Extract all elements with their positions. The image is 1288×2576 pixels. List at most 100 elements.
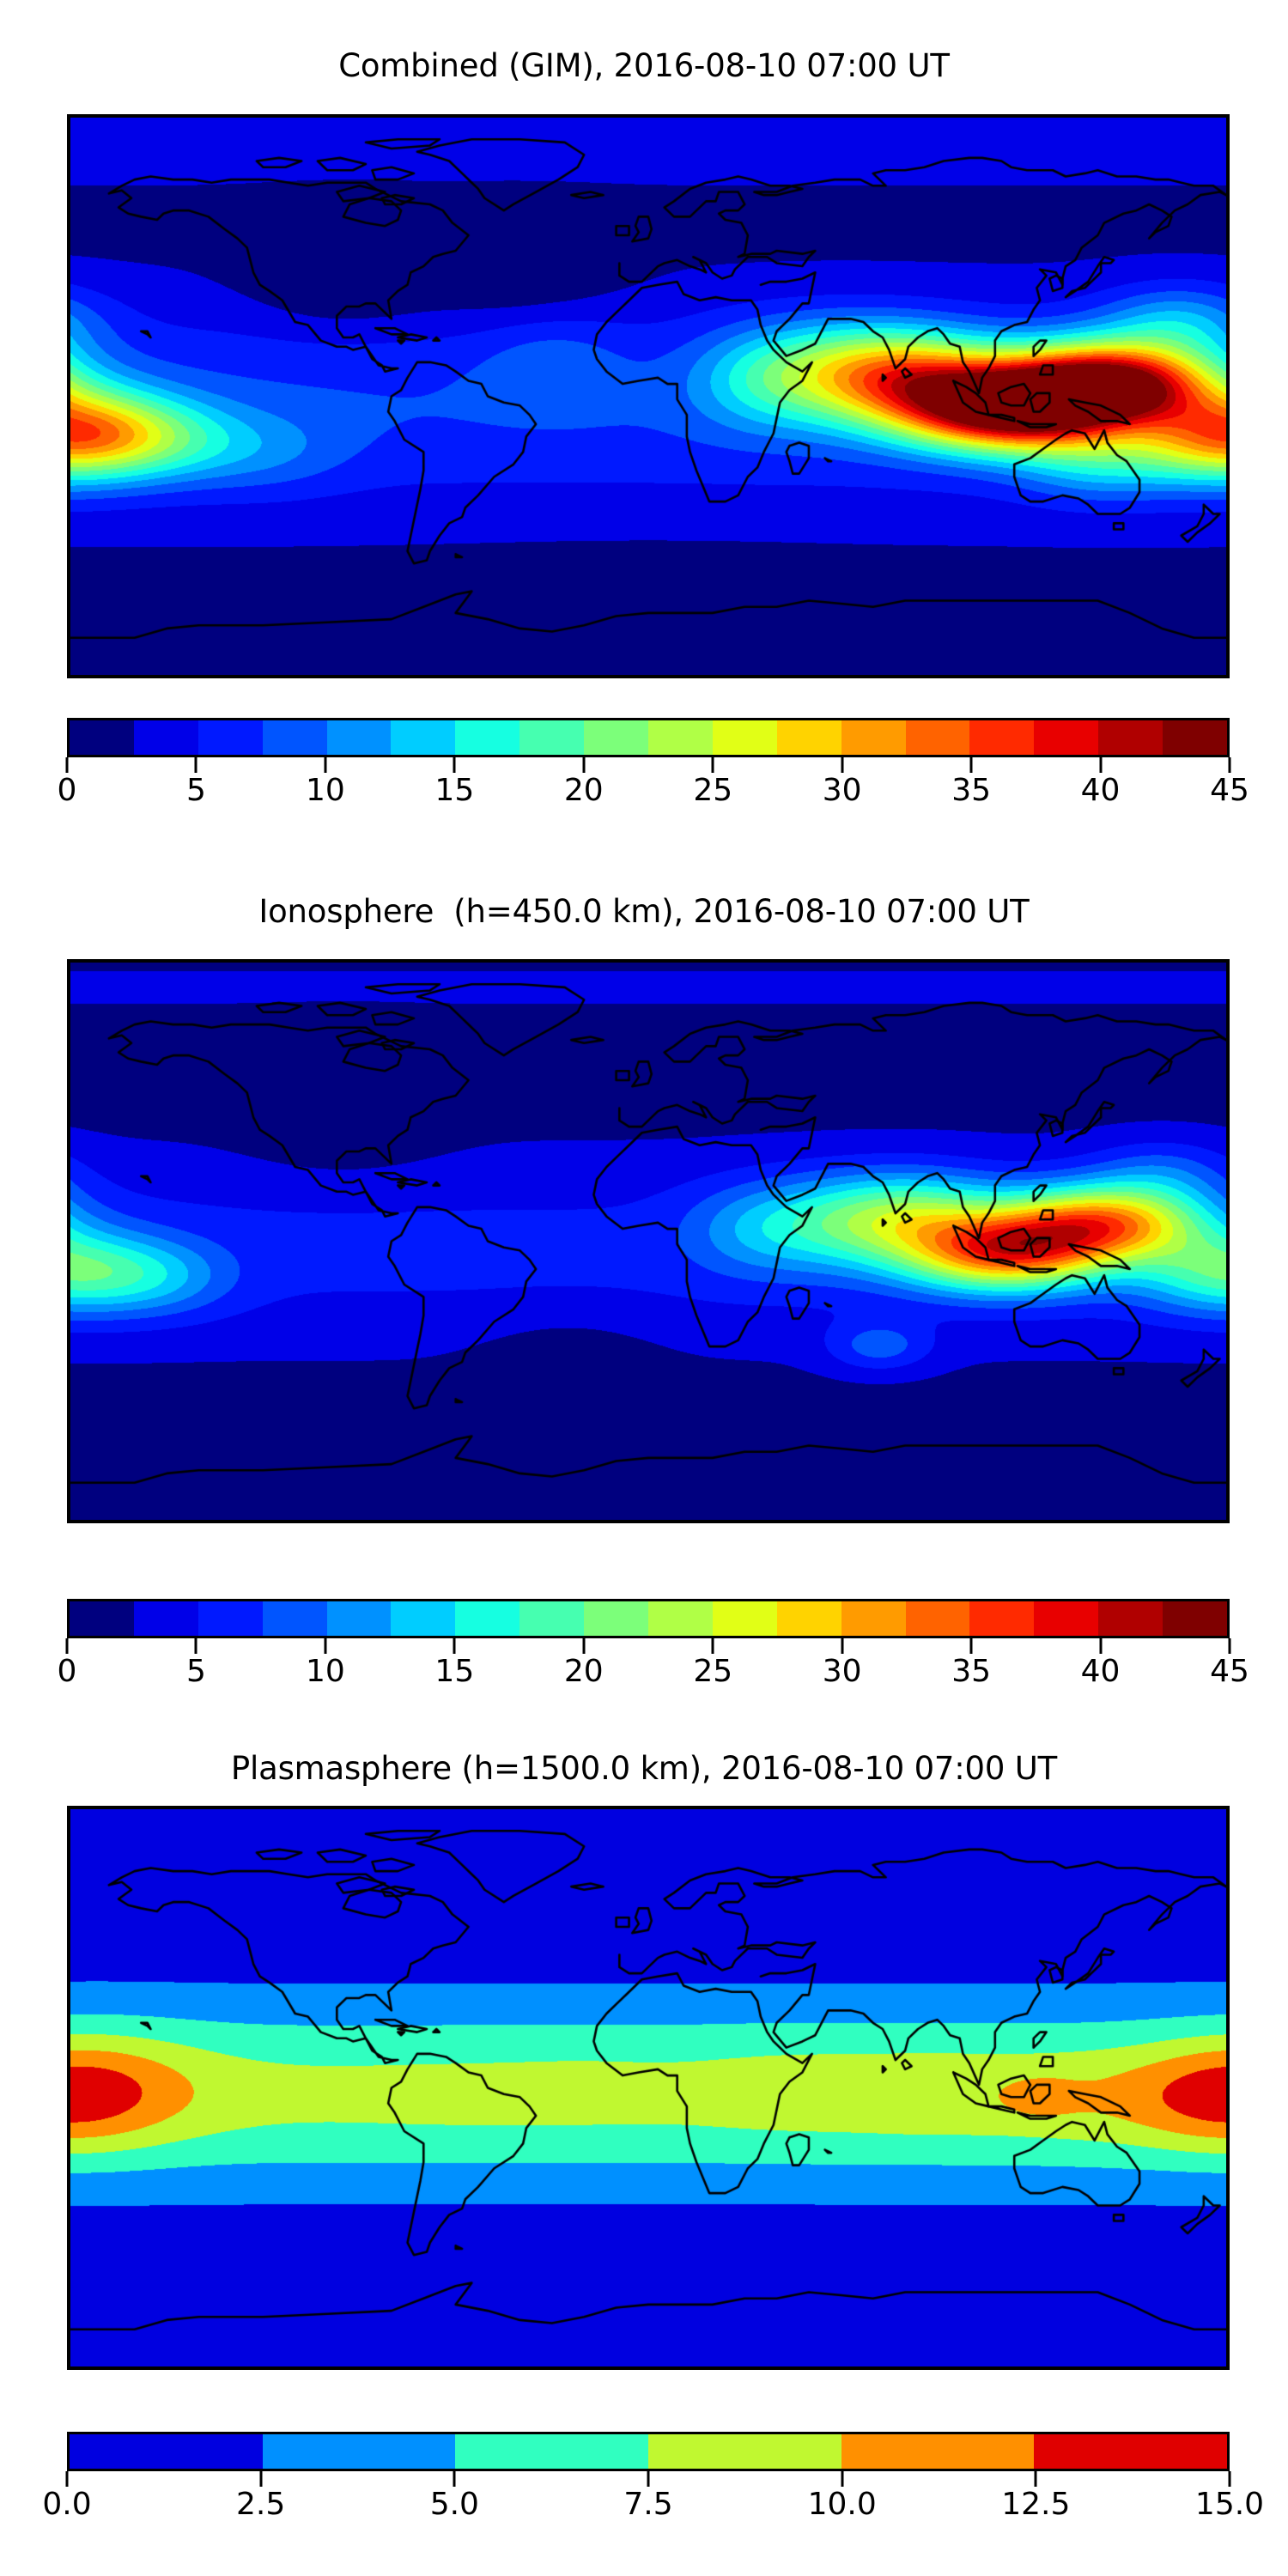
colorbar-segment <box>648 1601 713 1636</box>
colorbar-segment <box>455 2434 649 2469</box>
colorbar-ticks-combined-gim <box>65 757 1231 773</box>
colorbar-tick-label: 25 <box>693 1654 733 1689</box>
map-combined-gim <box>67 114 1230 678</box>
colorbar-tick <box>453 757 456 773</box>
colorbar-segment <box>841 1601 906 1636</box>
colorbar-tick <box>841 2471 844 2487</box>
colorbar-segment <box>70 2434 263 2469</box>
colorbar-segment <box>455 1601 520 1636</box>
colorbar-tick <box>453 1638 456 1654</box>
colorbar-segment <box>262 1601 327 1636</box>
colorbar-tick <box>1228 1638 1231 1654</box>
colorbar-tick-label: 20 <box>563 773 604 808</box>
colorbar-tick-label: 5 <box>185 773 206 808</box>
colorbar-tick-label: 10.0 <box>807 2487 877 2522</box>
map-canvas-combined-gim <box>70 118 1226 675</box>
colorbar-ticks-ionosphere <box>65 1638 1231 1654</box>
colorbar-segment <box>326 1601 392 1636</box>
colorbar-tick <box>1099 757 1103 773</box>
colorbar-plasmasphere: 0.0 2.5 5.0 7.5 10.0 12.5 15.0 <box>42 2432 1264 2531</box>
colorbar-gradient-combined-gim <box>67 718 1230 757</box>
colorbar-segment <box>1163 720 1227 755</box>
colorbar-tick-label: 15.0 <box>1194 2487 1265 2522</box>
colorbar-segment <box>841 2434 1035 2469</box>
colorbar-ionosphere: 0 5 10 15 20 25 30 35 40 45 <box>58 1599 1249 1698</box>
colorbar-tick <box>65 1638 69 1654</box>
colorbar-tick-label: 2.5 <box>236 2487 286 2522</box>
colorbar-tick-label: 10 <box>305 1654 345 1689</box>
colorbar-tick <box>1228 757 1231 773</box>
colorbar-tick <box>711 1638 714 1654</box>
colorbar-segment <box>584 720 649 755</box>
colorbar-segment <box>969 720 1035 755</box>
map-canvas-plasmasphere <box>70 1809 1226 2366</box>
colorbar-segment <box>969 1601 1035 1636</box>
colorbar-tick-labels-ionosphere: 0 5 10 15 20 25 30 35 40 45 <box>58 1654 1249 1698</box>
colorbar-tick-label: 0 <box>57 773 77 808</box>
panel-title-ionosphere: Ionosphere (h=450.0 km), 2016-08-10 07:0… <box>258 893 1030 930</box>
colorbar-tick-label: 0 <box>57 1654 77 1689</box>
colorbar-segment <box>905 720 970 755</box>
colorbar-segment <box>326 720 392 755</box>
colorbar-tick-labels-plasmasphere: 0.0 2.5 5.0 7.5 10.0 12.5 15.0 <box>42 2487 1264 2531</box>
colorbar-tick-label: 7.5 <box>623 2487 673 2522</box>
colorbar-segment <box>1098 1601 1163 1636</box>
colorbar-combined-gim: 0 5 10 15 20 25 30 35 40 45 <box>58 718 1249 817</box>
colorbar-tick <box>582 757 586 773</box>
colorbar-segment <box>712 1601 777 1636</box>
colorbar-tick-label: 35 <box>951 773 992 808</box>
colorbar-segment <box>70 1601 134 1636</box>
colorbar-segment <box>584 1601 649 1636</box>
colorbar-segment <box>197 1601 263 1636</box>
colorbar-tick-label: 5.0 <box>429 2487 479 2522</box>
colorbar-segment <box>197 720 263 755</box>
colorbar-tick-label: 45 <box>1210 1654 1249 1689</box>
colorbar-tick-label: 15 <box>434 773 475 808</box>
colorbar-tick <box>969 1638 973 1654</box>
colorbar-tick <box>324 757 327 773</box>
colorbar-tick <box>324 1638 327 1654</box>
colorbar-tick-labels-combined-gim: 0 5 10 15 20 25 30 35 40 45 <box>58 773 1249 817</box>
colorbar-tick-label: 45 <box>1210 773 1249 808</box>
colorbar-tick-label: 12.5 <box>1001 2487 1071 2522</box>
colorbar-segment <box>1163 1601 1227 1636</box>
colorbar-tick-label: 20 <box>563 1654 604 1689</box>
colorbar-tick <box>841 1638 844 1654</box>
panel-title-plasmasphere: Plasmasphere (h=1500.0 km), 2016-08-10 0… <box>230 1750 1058 1787</box>
colorbar-segment <box>776 720 841 755</box>
colorbar-tick <box>711 757 714 773</box>
colorbar-tick-label: 40 <box>1080 1654 1121 1689</box>
map-plasmasphere <box>67 1806 1230 2370</box>
colorbar-ticks-plasmasphere <box>65 2471 1231 2487</box>
colorbar-tick <box>65 757 69 773</box>
colorbar-segment <box>648 2434 841 2469</box>
colorbar-tick-label: 10 <box>305 773 345 808</box>
colorbar-segment <box>1034 1601 1099 1636</box>
colorbar-tick <box>194 1638 197 1654</box>
colorbar-segment <box>391 1601 456 1636</box>
colorbar-tick <box>1228 2471 1231 2487</box>
colorbar-tick-label: 0.0 <box>42 2487 92 2522</box>
colorbar-tick <box>259 2471 263 2487</box>
colorbar-segment <box>70 720 134 755</box>
colorbar-tick <box>453 2471 456 2487</box>
colorbar-segment <box>1034 2434 1227 2469</box>
map-ionosphere <box>67 959 1230 1523</box>
colorbar-segment <box>262 720 327 755</box>
colorbar-tick <box>841 757 844 773</box>
colorbar-gradient-plasmasphere <box>67 2432 1230 2471</box>
colorbar-segment <box>262 2434 456 2469</box>
colorbar-segment <box>133 720 198 755</box>
colorbar-tick <box>65 2471 69 2487</box>
colorbar-segment <box>841 720 906 755</box>
colorbar-tick-label: 30 <box>822 1654 862 1689</box>
colorbar-tick-label: 25 <box>693 773 733 808</box>
colorbar-segment <box>712 720 777 755</box>
colorbar-tick-label: 40 <box>1080 773 1121 808</box>
colorbar-tick-label: 15 <box>434 1654 475 1689</box>
colorbar-tick <box>582 1638 586 1654</box>
colorbar-segment <box>455 720 520 755</box>
colorbar-tick-label: 5 <box>185 1654 206 1689</box>
map-canvas-ionosphere <box>70 963 1226 1520</box>
